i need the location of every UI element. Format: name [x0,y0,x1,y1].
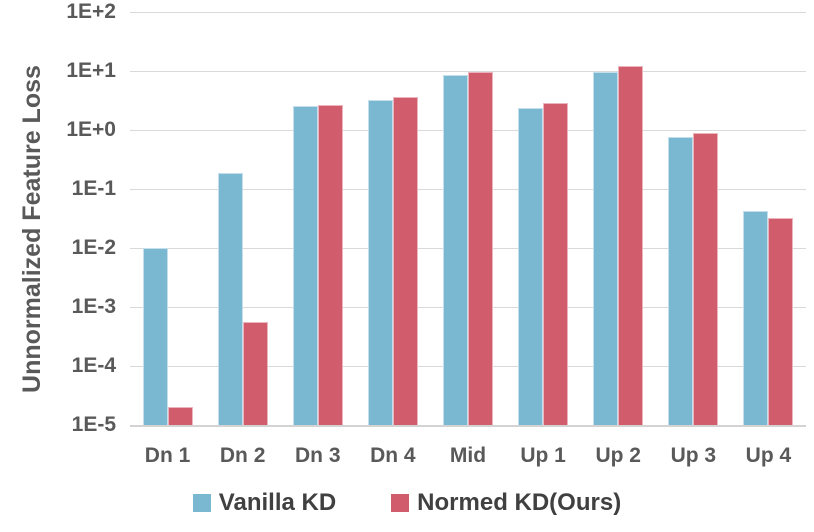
legend-label: Normed KD(Ours) [417,489,622,516]
bar-dn-2-normed-kd-ours [242,322,268,425]
legend-item-vanilla-kd: Vanilla KD [192,489,337,517]
x-category-label: Dn 1 [144,444,191,467]
x-category-label: Up 2 [595,444,641,467]
bar-dn-2-vanilla-kd [217,172,243,425]
legend-item-normed-kd-ours: Normed KD(Ours) [391,489,621,517]
x-category-label: Up 1 [520,444,566,467]
y-tick-label: 1E+0 [66,118,116,141]
bar-dn-3-normed-kd-ours [317,104,343,425]
bar-dn-4-normed-kd-ours [392,97,418,425]
bar-dn-4-vanilla-kd [367,100,393,425]
bar-up-1-vanilla-kd [518,107,544,425]
plot-area [130,12,806,427]
y-tick-label: 1E-1 [71,177,116,200]
y-tick-label: 1E-5 [71,413,116,436]
gridline [130,71,806,72]
legend: Vanilla KD Normed KD(Ours) [0,489,814,517]
x-category-label: Dn 4 [370,444,416,467]
bar-up-3-normed-kd-ours [693,132,719,425]
x-category-label: Up 3 [670,444,717,467]
bar-dn-3-vanilla-kd [292,105,318,425]
y-tick-label: 1E+1 [66,59,116,82]
bar-up-2-normed-kd-ours [618,66,644,425]
y-tick-label: 1E+2 [66,0,116,23]
bar-up-4-vanilla-kd [743,211,769,425]
legend-swatch-icon [192,494,211,512]
gridline [130,12,806,13]
x-category-label: Dn 2 [219,444,266,467]
bar-mid-normed-kd-ours [468,72,493,425]
bar-up-4-normed-kd-ours [768,218,794,425]
legend-label: Vanilla KD [218,489,337,516]
bar-up-1-normed-kd-ours [543,102,569,425]
x-category-label: Up 4 [745,444,792,467]
y-tick-label: 1E-3 [71,295,116,318]
x-category-label: Dn 3 [295,444,341,467]
bar-up-2-vanilla-kd [593,71,619,425]
y-tick-label: 1E-2 [71,236,116,259]
y-tick-label: 1E-4 [71,354,116,377]
bar-dn-1-vanilla-kd [142,248,168,425]
x-axis-labels: Dn 1 Dn 2 Dn 3 Dn 4 Mid Up 1 Up 2 Up 3 Up 4 [130,444,806,472]
legend-swatch-icon [391,494,410,512]
y-axis-tick-labels: 1E+2 1E+1 1E+0 1E-1 1E-2 1E-3 1E-4 1E-5 [0,0,118,436]
bar-mid-vanilla-kd [443,75,468,425]
x-category-label: Mid [449,444,487,467]
bar-up-3-vanilla-kd [668,136,694,425]
bar-dn-1-normed-kd-ours [167,407,193,425]
